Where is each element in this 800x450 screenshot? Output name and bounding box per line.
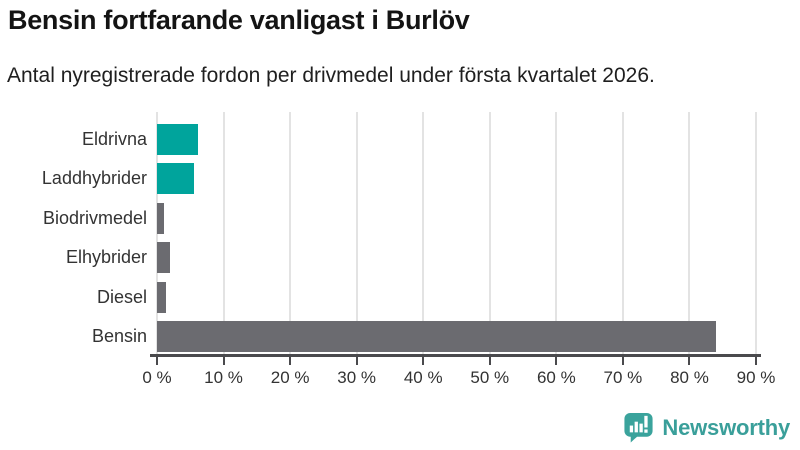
bar-elhybrider <box>157 242 170 274</box>
category-label-elhybrider: Elhybrider <box>65 247 147 268</box>
bar-biodrivmedel <box>157 202 164 234</box>
x-tick-label-20: 20 % <box>270 368 310 387</box>
category-label-bensin: Bensin <box>91 326 147 346</box>
newsworthy-logo: Newsworthy <box>622 411 790 444</box>
x-tick-label-30: 30 % <box>337 368 377 387</box>
chart-title: Bensin fortfarande vanligast i Burlöv <box>8 5 470 35</box>
category-label-biodrivmedel: Biodrivmedel <box>42 207 147 228</box>
gridline-60 <box>555 112 558 354</box>
x-tick-label-40: 40 % <box>403 368 443 387</box>
x-tick-70 <box>621 357 624 365</box>
x-tick-30 <box>355 357 358 365</box>
gridline-80 <box>688 112 691 354</box>
x-tick-50 <box>488 357 491 365</box>
category-label-diesel: Diesel <box>96 286 147 307</box>
x-tick-20 <box>289 357 292 365</box>
plot-area <box>156 112 757 354</box>
x-tick-90 <box>755 357 757 365</box>
gridline-70 <box>621 112 624 354</box>
chart-subtitle: Antal nyregistrerade fordon per drivmede… <box>7 64 655 87</box>
x-axis-line <box>150 354 761 357</box>
x-tick-label-70: 70 % <box>603 368 643 387</box>
x-tick-40 <box>422 357 425 365</box>
x-tick-60 <box>555 357 558 365</box>
bar-eldrivna <box>157 124 199 155</box>
x-tick-label-90: 90 % <box>736 368 776 387</box>
bar-diesel <box>157 281 167 313</box>
gridline-40 <box>422 112 425 354</box>
x-tick-0 <box>156 357 158 365</box>
bar-laddhybrider <box>157 163 195 195</box>
x-tick-label-60: 60 % <box>536 368 576 387</box>
gridline-90 <box>755 112 757 354</box>
bar-bensin <box>157 321 717 352</box>
x-tick-label-0: 0 % <box>142 368 172 387</box>
gridline-50 <box>488 112 491 354</box>
x-tick-10 <box>222 357 225 365</box>
x-tick-label-50: 50 % <box>470 368 510 387</box>
gridline-30 <box>355 112 358 354</box>
category-label-eldrivna: Eldrivna <box>81 129 147 149</box>
newsworthy-speech-bubble-bar-chart-icon <box>622 411 655 444</box>
x-tick-label-10: 10 % <box>204 368 243 387</box>
gridline-20 <box>289 112 292 354</box>
category-label-laddhybrider: Laddhybrider <box>41 168 147 189</box>
x-tick-80 <box>688 357 691 365</box>
newsworthy-logo-text: Newsworthy <box>662 414 790 440</box>
gridline-10 <box>222 112 225 354</box>
x-tick-label-80: 80 % <box>670 368 709 387</box>
